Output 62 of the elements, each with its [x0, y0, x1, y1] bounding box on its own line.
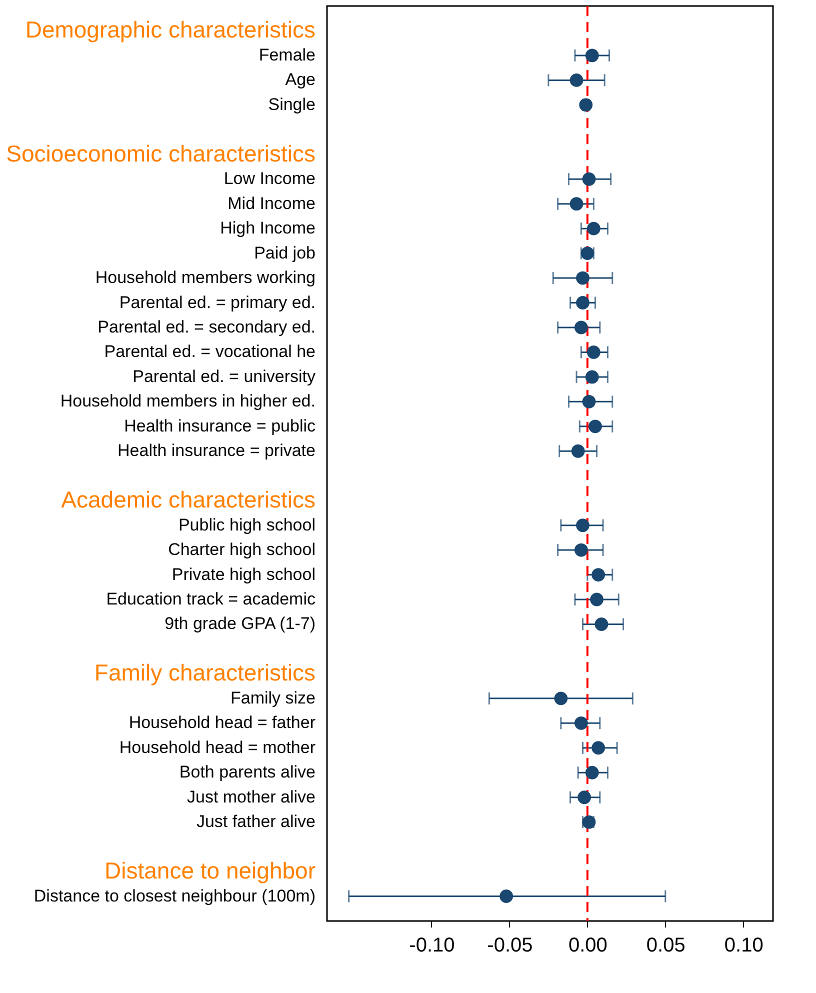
y-tick-label: Household members working	[95, 268, 316, 288]
point	[586, 222, 600, 236]
point	[585, 766, 599, 780]
y-tick-label: Charter high school	[168, 540, 316, 560]
y-tick-label: Low Income	[224, 169, 316, 188]
y-tick-label: Age	[285, 70, 316, 90]
point	[588, 420, 602, 434]
point	[570, 73, 584, 87]
point	[576, 271, 590, 285]
y-tick-label: Parental ed. = university	[132, 366, 316, 386]
y-tick-label: Socioeconomic characteristics	[6, 140, 316, 166]
point	[576, 296, 590, 310]
x-tick-label: 0.05	[646, 934, 686, 956]
y-tick-label: Education track = academic	[106, 590, 316, 609]
y-tick-label: Mid Income	[228, 194, 316, 213]
point	[582, 394, 596, 408]
x-tick-label: 0.10	[724, 934, 764, 956]
y-tick-label: Parental ed. = primary ed.	[119, 292, 316, 312]
y-tick-label: Both parents alive	[179, 762, 316, 782]
point	[570, 197, 584, 211]
y-tick-label: Paid job	[254, 243, 316, 262]
y-tick-label: Female	[258, 45, 316, 64]
point	[574, 320, 588, 334]
point	[574, 716, 588, 730]
point	[594, 618, 608, 631]
point	[592, 741, 606, 755]
x-tick-label: 0.00	[568, 934, 608, 956]
y-tick-label: High Income	[220, 218, 316, 238]
y-tick-label: Health insurance = private	[118, 441, 316, 460]
x-tick-label: -0.10	[409, 934, 455, 956]
y-tick-label: Distance to closest neighbour (100m)	[34, 886, 316, 906]
y-tick-label: Health insurance = public	[124, 416, 316, 436]
y-tick-label: Private high school	[172, 564, 316, 584]
point	[590, 592, 604, 606]
point	[571, 444, 585, 458]
y-tick-label: Family characteristics	[94, 660, 316, 686]
y-tick-label: Just father alive	[196, 812, 316, 832]
y-tick-label: Single	[268, 94, 316, 114]
y-tick-label: Parental ed. = secondary ed.	[98, 317, 316, 336]
point	[585, 370, 599, 384]
point	[578, 790, 592, 804]
point	[592, 568, 606, 582]
y-tick-label: Public high school	[178, 515, 316, 534]
point	[582, 172, 596, 186]
y-tick-label: Just mother alive	[187, 787, 316, 806]
point	[579, 98, 593, 112]
y-tick-label: Family size	[230, 688, 316, 708]
x-tick-label: -0.05	[487, 934, 533, 956]
point	[576, 518, 590, 532]
y-tick-label: Household head = father	[128, 713, 316, 732]
point	[585, 48, 599, 62]
point	[500, 890, 514, 903]
point	[586, 346, 600, 359]
y-tick-label: Parental ed. = vocational he	[104, 342, 316, 362]
y-tick-label: 9th grade GPA (1-7)	[164, 614, 316, 634]
y-tick-label: Household members in higher ed.	[60, 392, 316, 411]
y-tick-label: Demographic characteristics	[25, 16, 316, 43]
y-tick-label: Distance to neighbor	[104, 858, 316, 884]
y-tick-label: Academic characteristics	[61, 486, 316, 513]
point	[574, 543, 588, 557]
point	[554, 692, 568, 706]
y-tick-label: Household head = mother	[119, 738, 316, 757]
